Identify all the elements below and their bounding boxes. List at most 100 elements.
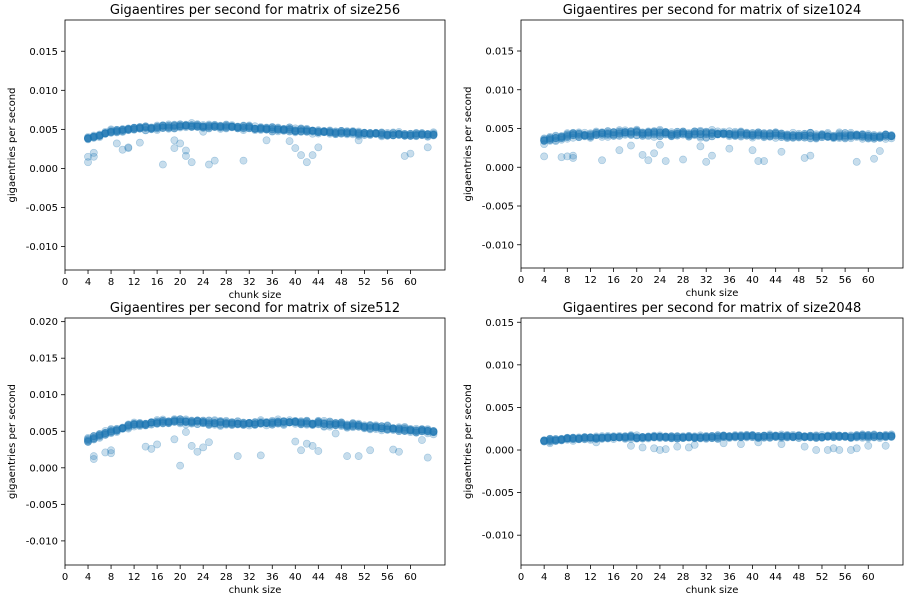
data-point bbox=[771, 433, 780, 441]
data-point bbox=[112, 428, 121, 436]
data-point bbox=[164, 418, 173, 427]
x-tick-label: 56 bbox=[381, 277, 394, 288]
data-point bbox=[383, 130, 392, 139]
data-point bbox=[412, 131, 421, 140]
data-point bbox=[308, 419, 317, 428]
data-point bbox=[679, 130, 687, 139]
data-point bbox=[852, 131, 861, 140]
data-point bbox=[696, 434, 705, 442]
data-point bbox=[182, 121, 190, 130]
data-point bbox=[818, 131, 826, 139]
data-point bbox=[89, 432, 98, 440]
data-point bbox=[412, 427, 421, 436]
data-point bbox=[656, 432, 664, 441]
data-point bbox=[222, 418, 231, 427]
data-point bbox=[592, 434, 601, 443]
data-point bbox=[331, 420, 340, 429]
data-point bbox=[84, 435, 92, 443]
y-tick-label: 0.000 bbox=[29, 463, 58, 474]
data-point bbox=[621, 432, 630, 441]
data-point bbox=[794, 132, 803, 141]
data-point bbox=[847, 433, 855, 442]
data-point bbox=[377, 129, 386, 138]
data-point bbox=[592, 129, 601, 138]
data-point bbox=[627, 432, 635, 441]
data-point bbox=[661, 128, 670, 137]
data-point bbox=[135, 123, 144, 132]
data-point bbox=[141, 122, 150, 131]
data-point bbox=[546, 435, 554, 444]
data-point bbox=[748, 128, 757, 137]
data-point bbox=[546, 133, 554, 142]
data-point bbox=[389, 445, 398, 454]
data-point bbox=[609, 432, 618, 441]
data-point bbox=[673, 131, 682, 140]
data-point bbox=[320, 420, 328, 429]
data-point bbox=[812, 133, 821, 142]
data-point bbox=[302, 419, 311, 428]
data-point bbox=[603, 433, 612, 442]
data-point bbox=[130, 421, 138, 429]
data-point bbox=[245, 419, 254, 428]
data-point bbox=[222, 123, 231, 132]
data-point bbox=[713, 435, 722, 443]
data-point bbox=[279, 124, 288, 133]
data-point bbox=[118, 424, 127, 433]
data-point bbox=[684, 432, 693, 441]
data-point bbox=[314, 128, 323, 136]
data-point bbox=[101, 448, 110, 457]
data-point bbox=[586, 435, 595, 444]
data-point bbox=[656, 140, 664, 149]
data-point bbox=[222, 123, 231, 132]
data-point bbox=[690, 433, 699, 442]
data-point bbox=[667, 131, 676, 140]
data-point bbox=[551, 134, 560, 142]
data-point bbox=[609, 129, 618, 137]
data-point bbox=[187, 419, 196, 428]
data-point bbox=[187, 419, 196, 428]
data-point bbox=[875, 432, 884, 440]
data-point bbox=[199, 122, 208, 131]
data-point bbox=[395, 131, 403, 140]
data-point bbox=[343, 421, 352, 430]
data-point bbox=[875, 133, 884, 142]
data-point bbox=[673, 130, 682, 139]
data-point bbox=[713, 127, 722, 136]
data-point bbox=[147, 418, 156, 427]
data-point bbox=[112, 125, 121, 134]
data-point bbox=[708, 432, 716, 441]
data-point bbox=[182, 121, 190, 130]
data-point bbox=[164, 121, 173, 130]
data-point bbox=[569, 129, 577, 138]
data-point bbox=[870, 133, 878, 142]
data-point bbox=[667, 132, 676, 140]
data-point bbox=[331, 130, 340, 139]
data-point bbox=[308, 127, 317, 136]
chart-panel-size1024: Gigaentires per second for matrix of siz… bbox=[463, 3, 904, 299]
data-point bbox=[812, 132, 821, 141]
data-point bbox=[673, 432, 682, 441]
data-point bbox=[551, 435, 560, 444]
data-point bbox=[754, 157, 763, 165]
data-point bbox=[182, 417, 190, 426]
data-point bbox=[423, 429, 432, 438]
data-point bbox=[540, 136, 549, 145]
data-point bbox=[101, 129, 110, 138]
data-point bbox=[812, 133, 821, 142]
data-point bbox=[107, 126, 115, 135]
data-point bbox=[742, 431, 751, 440]
data-point bbox=[661, 127, 670, 136]
data-point bbox=[586, 131, 595, 139]
data-point bbox=[153, 123, 162, 132]
data-point bbox=[847, 431, 855, 440]
data-point bbox=[661, 433, 670, 441]
data-point bbox=[210, 122, 219, 131]
data-point bbox=[887, 432, 896, 441]
data-point bbox=[372, 421, 380, 430]
data-point bbox=[690, 433, 699, 442]
data-point bbox=[118, 424, 127, 433]
data-point bbox=[823, 432, 832, 441]
data-point bbox=[742, 128, 751, 137]
data-point bbox=[228, 418, 236, 427]
